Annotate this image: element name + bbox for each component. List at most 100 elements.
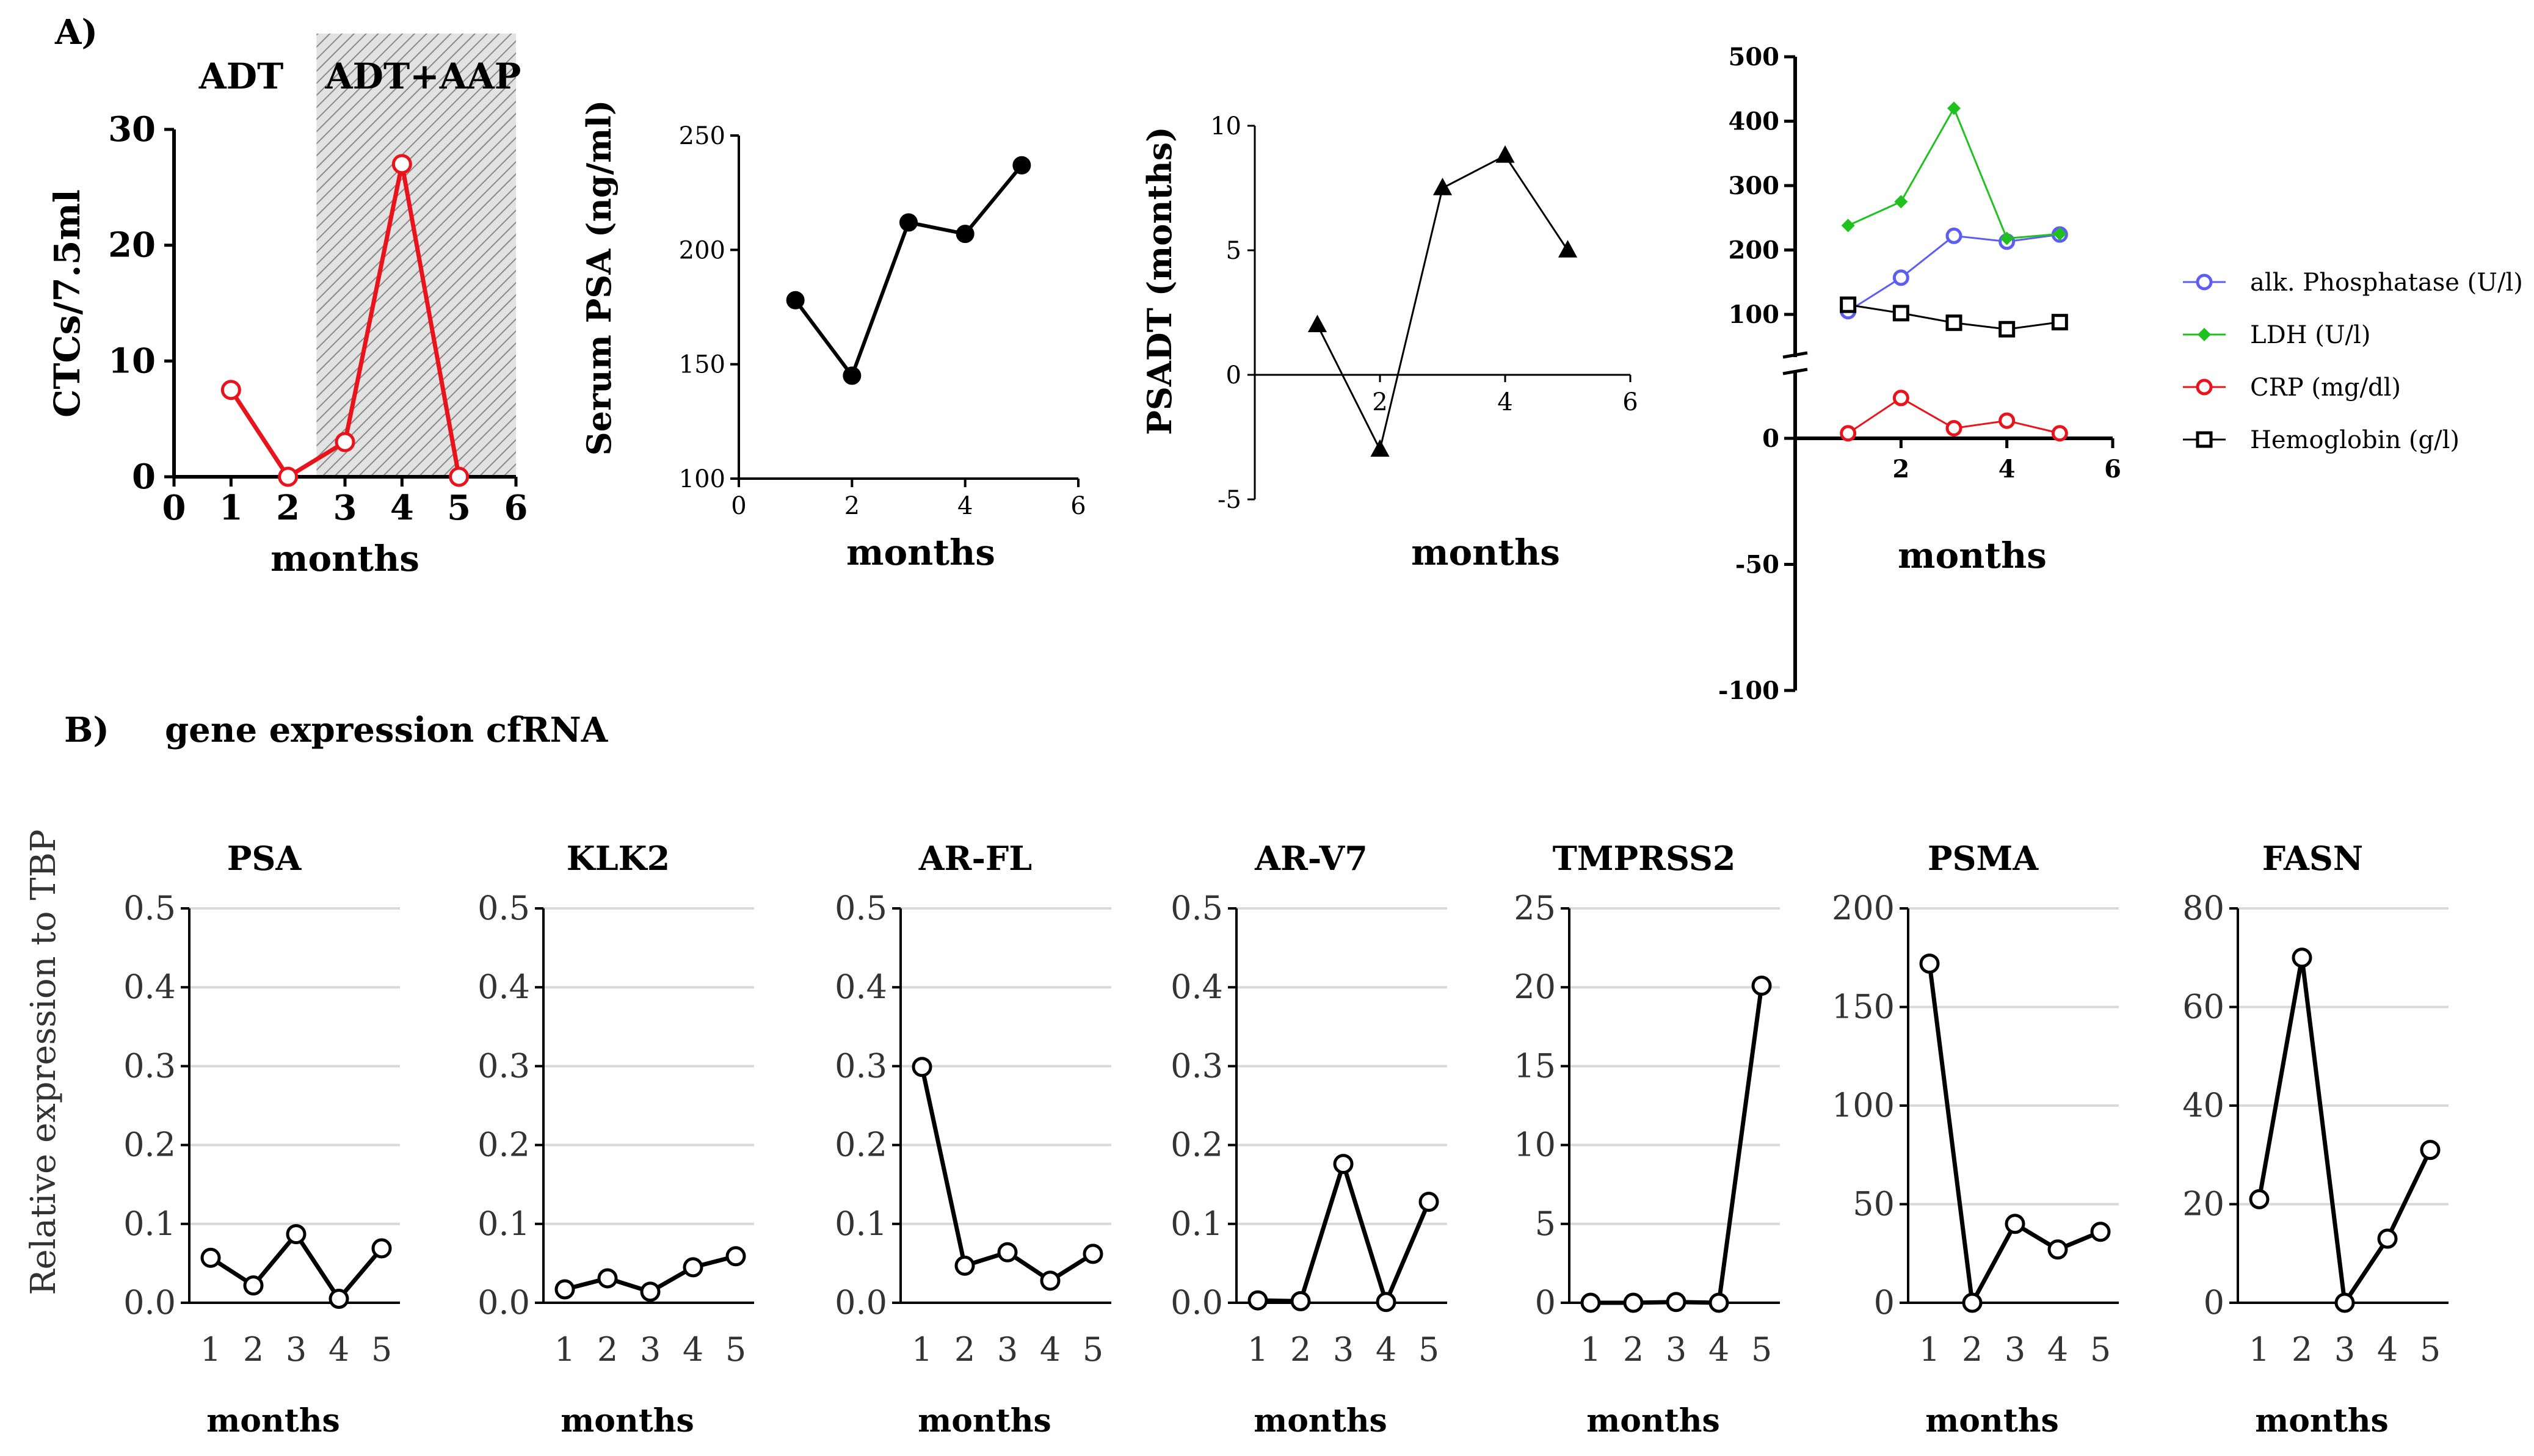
y-tick-label: 0.4 xyxy=(123,968,176,1006)
data-point xyxy=(1040,1270,1061,1291)
x-axis-label: months xyxy=(1254,1402,1387,1440)
x-tick-label: 4 xyxy=(1497,388,1512,416)
data-point xyxy=(1945,227,1962,244)
x-tick-label: 5 xyxy=(1418,1330,1439,1369)
chart-title: AR-FL xyxy=(918,839,1033,878)
y-tick-label: 10 xyxy=(108,341,156,381)
y-tick-label: 0.2 xyxy=(477,1126,530,1164)
x-axis-label: months xyxy=(270,538,419,579)
x-tick-label: 2 xyxy=(1290,1330,1311,1369)
chart-gene-klk2: 0.0 0.1 0.2 0.3 0.4 0.5 1 2 3 4 5 KLK2 months xyxy=(477,839,754,1440)
y-tick-label: 25 xyxy=(1514,889,1556,927)
y-axis-label: Serum PSA (ng/ml) xyxy=(579,100,619,456)
data-point xyxy=(1376,1292,1396,1313)
y-tick-label: 150 xyxy=(679,351,725,379)
y-tick-label: 150 xyxy=(1832,988,1895,1026)
y-tick-label: 200 xyxy=(1729,236,1780,265)
x-tick-label: 6 xyxy=(504,488,528,528)
y-tick-label: 0.3 xyxy=(477,1046,530,1085)
x-tick-label: 5 xyxy=(725,1330,746,1369)
x-tick-label: 1 xyxy=(219,488,243,528)
data-point xyxy=(1751,976,1772,996)
legend-label: Hemoglobin (g/l) xyxy=(2250,426,2460,454)
x-axis-label: months xyxy=(1586,1402,1720,1440)
legend-entry: LDH (U/l) xyxy=(2183,321,2370,349)
y-tick-label: 50 xyxy=(1853,1185,1895,1223)
x-axis-label: months xyxy=(1898,535,2047,576)
data-point xyxy=(1012,156,1031,175)
data-point xyxy=(2047,1239,2068,1260)
data-point xyxy=(1370,439,1390,457)
x-tick-label: 2 xyxy=(1892,455,1909,484)
y-tick-label: 0.3 xyxy=(835,1046,887,1085)
y-tick-label: 15 xyxy=(1514,1046,1556,1085)
y-tick-label: 200 xyxy=(1832,889,1895,927)
chart-title: KLK2 xyxy=(567,839,670,878)
series-line-serum-psa xyxy=(794,164,1023,380)
y-tick-label: 5 xyxy=(1535,1204,1556,1243)
legend-label: LDH (U/l) xyxy=(2250,321,2370,349)
legend-entry: CRP (mg/dl) xyxy=(2183,374,2401,402)
data-point xyxy=(243,1275,264,1296)
y-tick-label: 60 xyxy=(2182,988,2224,1026)
data-point xyxy=(2051,425,2068,442)
x-tick-label: 0 xyxy=(162,488,186,528)
y-tick-label: 0.5 xyxy=(123,889,176,927)
legend-entry: Hemoglobin (g/l) xyxy=(2183,426,2460,454)
data-point xyxy=(1083,1244,1103,1264)
x-tick-label: 5 xyxy=(447,488,471,528)
x-tick-label: 2 xyxy=(1372,388,1387,416)
data-point xyxy=(335,432,355,452)
chart-gene-psa: 0.0 0.1 0.2 0.3 0.4 0.5 1 2 3 4 5 PSA months xyxy=(123,839,400,1440)
y-tick-label: 0.4 xyxy=(835,968,887,1006)
axis-break-mark xyxy=(1782,351,1808,359)
chart-title: PSA xyxy=(227,839,302,878)
y-tick-label: 0 xyxy=(1874,1283,1895,1322)
y-tick-label: 0.3 xyxy=(123,1046,176,1085)
y-tick-label: 20 xyxy=(108,225,156,266)
data-point xyxy=(1947,101,1961,115)
chart-title: PSMA xyxy=(1928,839,2039,878)
y-tick-label: 0.5 xyxy=(835,889,887,927)
series-line xyxy=(1257,1156,1431,1308)
x-tick-label: 6 xyxy=(2104,455,2121,484)
axis-break-mark xyxy=(1782,368,1808,375)
y-tick-label: 400 xyxy=(1729,107,1780,136)
data-point xyxy=(200,1247,221,1268)
annotation-adt: ADT xyxy=(198,56,283,97)
y-tick-label: 0.1 xyxy=(1171,1204,1223,1243)
y-axis-label: PSADT (months) xyxy=(1140,126,1179,435)
data-point xyxy=(786,291,805,310)
aap-shaded-region xyxy=(316,34,516,477)
panel-a-label: A) xyxy=(54,12,98,53)
x-tick-label: 4 xyxy=(683,1330,703,1369)
data-point xyxy=(286,1224,307,1245)
x-axis-label: months xyxy=(561,1402,694,1440)
data-point xyxy=(1290,1291,1311,1311)
data-point xyxy=(1247,1290,1268,1311)
chart-labs: 2 4 6 -100 -50 0 100 200 300 400 500 months alk. Pho… xyxy=(1718,43,2523,705)
x-tick-label: 6 xyxy=(1622,388,1638,416)
x-tick-label: 4 xyxy=(329,1330,349,1369)
legend-entry: alk. Phosphatase (U/l) xyxy=(2183,269,2523,297)
y-tick-label: 0.1 xyxy=(835,1204,887,1243)
data-point xyxy=(1892,305,1909,322)
data-point xyxy=(2005,1214,2025,1234)
y-tick-label: 100 xyxy=(679,465,725,493)
x-tick-label: 5 xyxy=(1751,1330,1772,1369)
y-tick-label: 0.1 xyxy=(477,1204,530,1243)
series-line xyxy=(1848,106,2060,240)
chart-serum-psa: 0 2 4 6 100 150 200 250 months Serum PSA (ng/ml) xyxy=(579,100,1086,573)
series-line xyxy=(2257,957,2433,1309)
y-tick-label: 80 xyxy=(2182,889,2224,927)
chart-gene-arfl: 0.0 0.1 0.2 0.3 0.4 0.5 1 2 3 4 5 AR-FL months xyxy=(835,839,1111,1440)
x-tick-label: 6 xyxy=(1070,492,1086,520)
x-tick-label: 4 xyxy=(1999,455,2016,484)
y-tick-label: 0 xyxy=(132,457,156,497)
x-tick-label: 3 xyxy=(640,1330,661,1369)
data-point xyxy=(2051,314,2068,331)
x-tick-label: 3 xyxy=(997,1330,1018,1369)
y-tick-label: 300 xyxy=(1729,172,1780,200)
